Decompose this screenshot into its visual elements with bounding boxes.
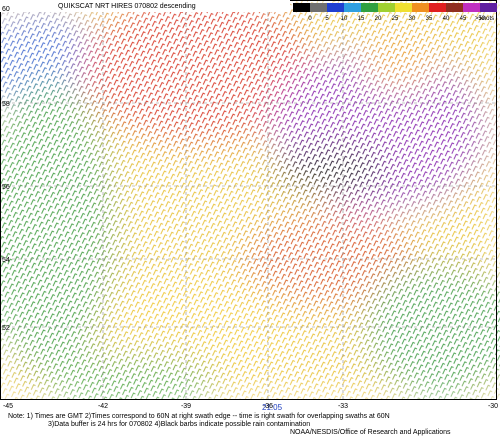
legend-label: 45 — [460, 16, 467, 22]
graticule — [0, 0, 497, 400]
legend-label: 20 — [375, 16, 382, 22]
lat-label: 60 — [2, 6, 10, 13]
legend-label: 5 — [325, 16, 329, 22]
note-line: 3)Data buffer is 24 hrs for 070802 4)Bla… — [48, 421, 310, 428]
legend-label: 30 — [409, 16, 416, 22]
lon-label: -36 — [263, 403, 273, 410]
title: QUIKSCAT NRT HIRES 070802 descending — [58, 3, 196, 10]
lon-label: -39 — [181, 403, 191, 410]
lat-label: 56 — [2, 184, 10, 191]
legend-label: 25 — [392, 16, 399, 22]
lon-label: -42 — [98, 403, 108, 410]
legend-label: 15 — [358, 16, 365, 22]
legend-label: 40 — [443, 16, 450, 22]
title-backing — [0, 0, 290, 12]
color-scale — [293, 3, 497, 12]
lon-label: -45 — [3, 403, 13, 410]
time-label: 21:05 — [262, 403, 283, 412]
wind-barbs — [0, 0, 500, 410]
lat-label: 58 — [2, 101, 10, 108]
lat-label: 54 — [2, 257, 10, 264]
legend-label: 0 — [308, 16, 312, 22]
legend-label: 10 — [341, 16, 348, 22]
lat-label: 52 — [2, 325, 10, 332]
legend-label: >50 — [475, 16, 486, 22]
note-line: Note: 1) Times are GMT 2)Times correspon… — [8, 413, 390, 420]
lon-label: -33 — [338, 403, 348, 410]
legend-unit: knots — [480, 16, 494, 22]
legend-label: 35 — [426, 16, 433, 22]
note-line: NOAA/NESDIS/Office of Research and Appli… — [290, 429, 451, 436]
lon-label: -30 — [488, 403, 498, 410]
